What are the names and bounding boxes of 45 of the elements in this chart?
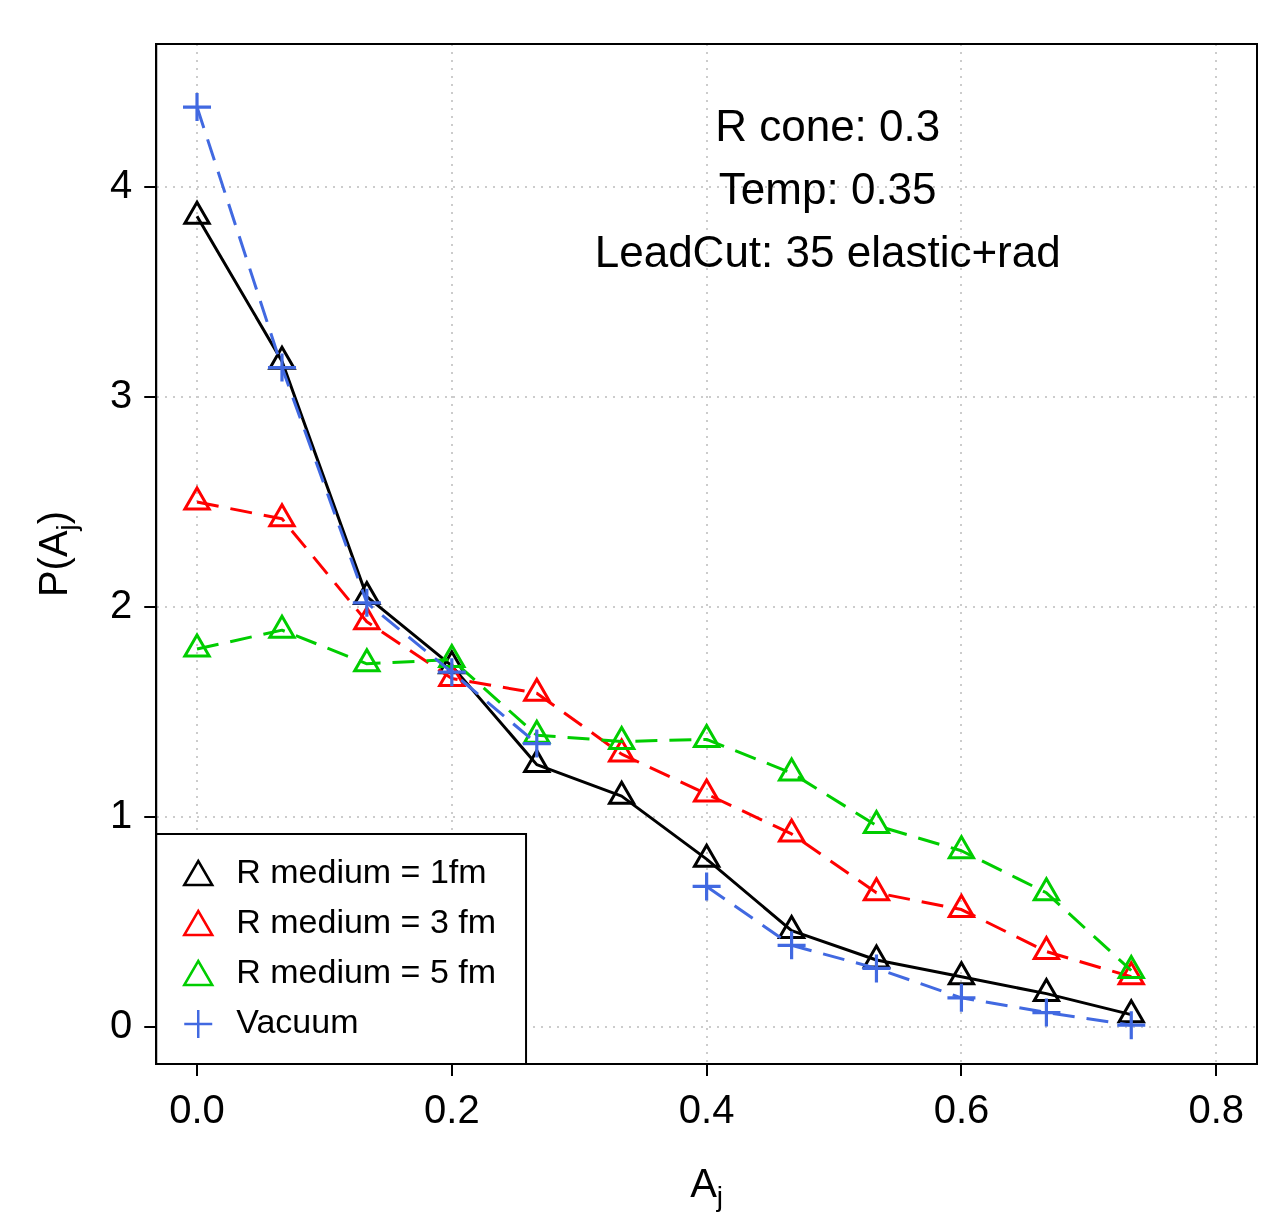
point [1032, 978, 1061, 1003]
y-tick-label: 0 [110, 1002, 133, 1047]
point [1117, 955, 1145, 980]
x-tick-label: 0.4 [678, 1087, 735, 1132]
y-tick-label: 3 [110, 371, 133, 416]
point [947, 894, 976, 919]
y-axis-title: P(Aj) [31, 510, 82, 598]
point [862, 810, 891, 835]
legend-label: R medium = 3 fm [236, 902, 497, 941]
point [183, 200, 211, 225]
y-tick-label: 2 [110, 582, 133, 627]
point [947, 961, 976, 986]
point [353, 648, 381, 673]
point [777, 818, 806, 843]
point [777, 915, 806, 940]
point [608, 780, 636, 805]
point [1117, 999, 1145, 1024]
point [693, 723, 721, 748]
legend-label: Vacuum [236, 1002, 359, 1041]
point [1032, 877, 1061, 902]
annotation: Temp: 0.35 [718, 164, 937, 214]
point [268, 503, 296, 528]
point [862, 877, 891, 902]
point [523, 677, 551, 702]
point [693, 778, 721, 803]
point [183, 486, 211, 511]
point [608, 726, 636, 751]
x-tick-label: 0.0 [169, 1087, 225, 1132]
point [523, 749, 551, 774]
point [777, 757, 806, 782]
point [693, 843, 721, 868]
legend-label: R medium = 1fm [236, 852, 487, 891]
y-tick-label: 1 [110, 792, 133, 837]
x-tick-label: 0.2 [424, 1087, 480, 1132]
y-tick-label: 4 [110, 161, 133, 206]
x-tick-label: 0.6 [933, 1087, 990, 1132]
point [947, 835, 976, 860]
x-tick-label: 0.8 [1188, 1087, 1245, 1132]
point [1032, 936, 1061, 961]
point [183, 633, 211, 658]
legend-label: R medium = 5 fm [236, 952, 497, 991]
annotation: LeadCut: 35 elastic+rad [594, 227, 1061, 277]
point [268, 614, 296, 639]
annotation: R cone: 0.3 [715, 101, 941, 151]
point [353, 606, 381, 631]
